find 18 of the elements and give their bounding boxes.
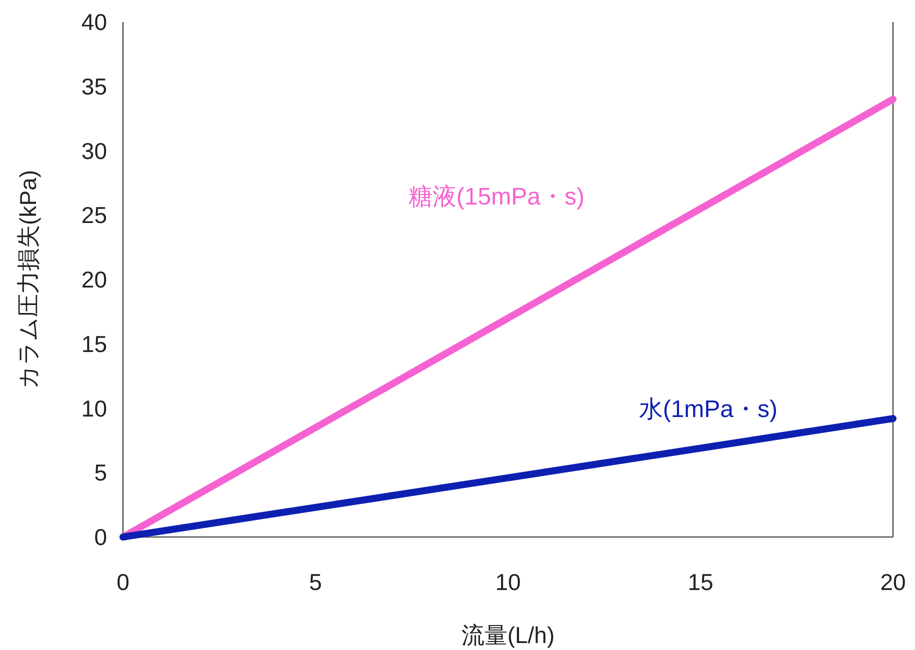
x-tick-label: 20	[880, 569, 906, 595]
x-axis-title: 流量(L/h)	[461, 622, 555, 648]
text: 糖液(15mPa・s)	[408, 184, 584, 211]
y-tick-label: 35	[81, 73, 107, 100]
y-axis-title: カラム圧力損失(kPa)	[15, 170, 41, 389]
x-tick-label: 0	[116, 569, 130, 595]
y-tick-label: 10	[81, 395, 107, 422]
y-tick-label: 40	[81, 9, 107, 35]
y-tick-label: 15	[81, 330, 107, 357]
series-label: 水(1mPa・s)	[638, 396, 778, 423]
x-tick-label: 10	[495, 569, 521, 595]
y-tick-label: 20	[81, 266, 107, 292]
x-tick-label: 15	[688, 569, 714, 595]
y-tick-label: 0	[94, 524, 107, 550]
x-tick-label: 5	[309, 569, 322, 595]
y-tick-label: 5	[94, 460, 107, 486]
y-tick-label: 30	[81, 138, 107, 164]
y-tick-label: 25	[81, 202, 107, 228]
